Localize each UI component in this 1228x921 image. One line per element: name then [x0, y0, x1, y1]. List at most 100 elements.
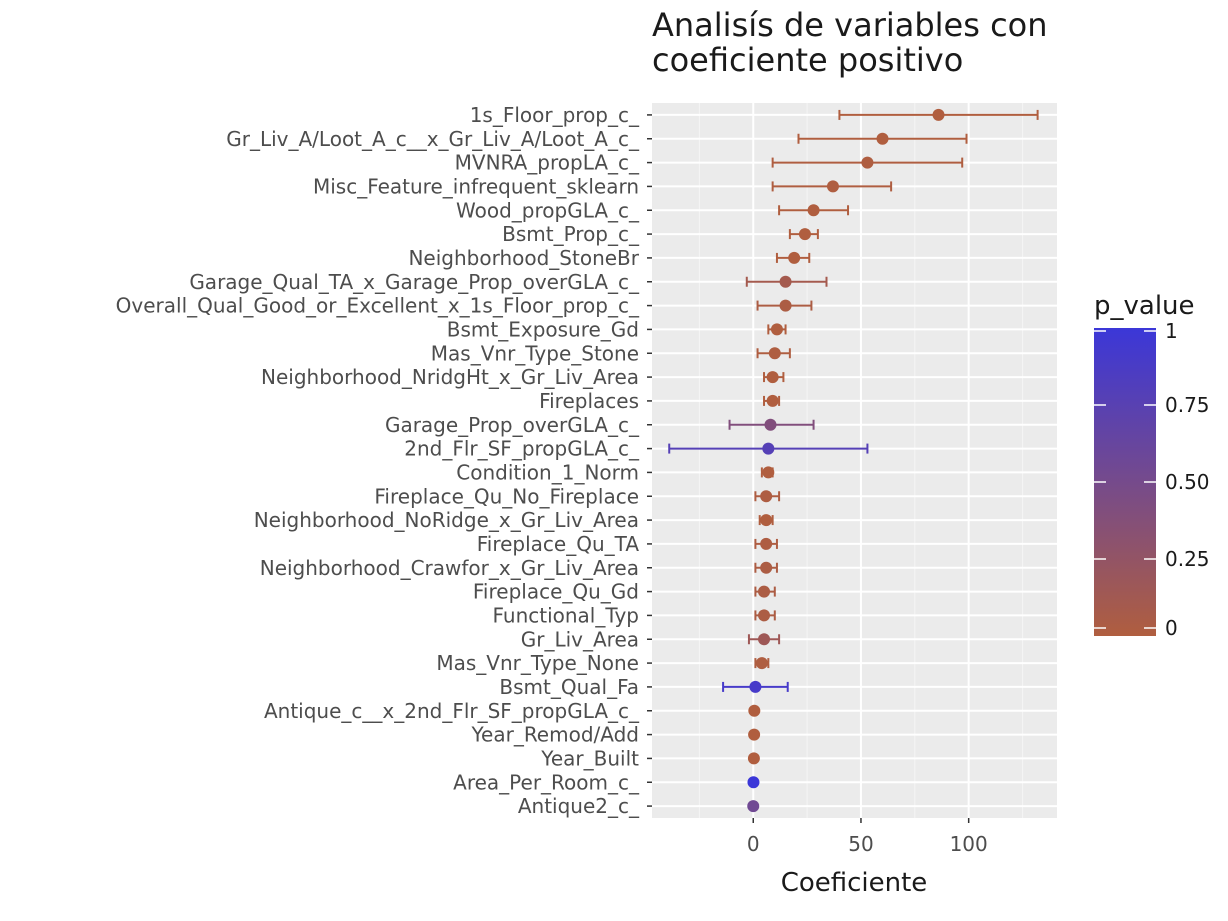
forest-row — [668, 442, 869, 455]
y-tick-label: Neighborhood_Crawfor_x_Gr_Liv_Area — [260, 556, 639, 580]
forest-row — [760, 466, 775, 479]
color-legend: p_value 0 0.25 0.50 0.75 1 — [1094, 291, 1210, 640]
grid-minor — [698, 103, 1024, 818]
y-tick-label: Fireplace_Qu_No_Fireplace — [374, 484, 639, 508]
forest-row — [771, 180, 893, 193]
coef-point — [760, 537, 773, 550]
y-tick-label: 2nd_Flr_SF_propGLA_c_ — [404, 437, 640, 461]
y-tick-label: Neighborhood_StoneBr — [408, 246, 639, 270]
x-axis: 0 50 100 — [747, 818, 988, 856]
coef-point — [747, 800, 760, 813]
y-tick-label: Antique_c__x_2nd_Flr_SF_propGLA_c_ — [264, 699, 640, 723]
chart-title-line-2: coeficiente positivo — [652, 41, 964, 79]
forest-row — [756, 347, 791, 360]
legend-tick-label: 0 — [1165, 616, 1178, 640]
forest-row — [747, 800, 760, 813]
y-tick-label: Year_Built — [540, 746, 639, 770]
coef-point — [747, 776, 760, 789]
coef-point — [755, 657, 768, 670]
y-tick-label: Bsmt_Exposure_Gd — [447, 317, 639, 341]
forest-row — [754, 561, 778, 574]
coef-point — [779, 275, 792, 288]
forest-row — [838, 108, 1039, 121]
y-tick-label: Garage_Qual_TA_x_Garage_Prop_overGLA_c_ — [189, 270, 640, 294]
y-tick-label: Condition_1_Norm — [456, 460, 639, 484]
coef-point — [748, 728, 761, 741]
y-tick-label: Mas_Vnr_Type_None — [436, 651, 639, 675]
forest-row — [754, 609, 776, 622]
forest-row — [754, 585, 776, 598]
y-tick-label: Antique2_c_ — [518, 794, 640, 818]
y-tick-label: Neighborhood_NridgHt_x_Gr_Liv_Area — [261, 365, 639, 389]
forest-row — [748, 728, 761, 741]
legend-ticks: 0 0.25 0.50 0.75 1 — [1094, 319, 1210, 640]
forest-row — [767, 323, 787, 336]
coef-point — [760, 561, 773, 574]
x-tick-label: 0 — [747, 832, 760, 856]
y-tick-label: Year_Remod/Add — [470, 723, 639, 747]
chart-title: Analisís de variables con coeficiente po… — [652, 8, 1212, 78]
legend-tick-label: 0.50 — [1165, 470, 1210, 494]
y-tick-label: Neighborhood_NoRidge_x_Gr_Liv_Area — [254, 508, 639, 532]
legend-tick-label: 0.25 — [1165, 547, 1210, 571]
coef-point — [758, 585, 771, 598]
y-tick-label: Overall_Qual_Good_or_Excellent_x_1s_Floo… — [116, 294, 640, 318]
coef-point — [762, 466, 775, 479]
x-tick-label: 50 — [848, 832, 873, 856]
y-tick-label: MVNRA_propLA_c_ — [455, 151, 640, 175]
forest-row — [747, 752, 760, 765]
y-tick-label: Fireplaces — [539, 389, 639, 413]
coef-point — [770, 323, 783, 336]
forest-row — [797, 132, 968, 145]
coef-point — [798, 228, 811, 241]
x-axis-label: Coeficiente — [781, 868, 928, 898]
y-axis: 1s_Floor_prop_c_Gr_Liv_A/Loot_A_c__x_Gr_… — [116, 103, 652, 818]
coef-point — [861, 156, 874, 169]
coef-point — [760, 490, 773, 503]
forest-row — [747, 776, 760, 789]
coef-point — [748, 704, 761, 717]
coef-point — [807, 204, 820, 217]
forest-row — [778, 204, 850, 217]
y-tick-label: Bsmt_Prop_c_ — [502, 222, 640, 246]
plot-panel — [652, 103, 1057, 818]
y-tick-label: Gr_Liv_A/Loot_A_c__x_Gr_Liv_A/Loot_A_c_ — [226, 127, 640, 151]
legend-tick-label: 1 — [1165, 319, 1178, 343]
coef-point — [747, 752, 760, 765]
forest-row — [754, 537, 778, 550]
forest-row — [748, 704, 761, 717]
coef-point — [876, 132, 889, 145]
y-tick-label: Fireplace_Qu_Gd — [473, 580, 639, 604]
coef-point — [758, 633, 771, 646]
legend-title: p_value — [1094, 291, 1195, 321]
coef-point — [768, 347, 781, 360]
coef-point — [788, 251, 801, 264]
coef-point — [766, 394, 779, 407]
y-tick-label: Fireplace_Qu_TA — [477, 532, 640, 556]
forest-row — [745, 275, 828, 288]
forest-row — [763, 394, 781, 407]
forest-row — [747, 633, 781, 646]
y-tick-label: Mas_Vnr_Type_Stone — [431, 341, 639, 365]
forest-row — [754, 657, 770, 670]
forest-row — [771, 156, 964, 169]
y-tick-label: Gr_Liv_Area — [521, 627, 639, 651]
coef-point — [766, 371, 779, 384]
chart-marks — [668, 108, 1039, 813]
y-tick-label: Functional_Typ — [492, 603, 639, 627]
y-tick-label: Bsmt_Qual_Fa — [499, 675, 639, 699]
legend-tick-label: 0.75 — [1165, 393, 1210, 417]
coef-point — [826, 180, 839, 193]
forest-row — [756, 299, 813, 312]
coef-point — [779, 299, 792, 312]
forest-row — [758, 514, 774, 527]
y-tick-label: Garage_Prop_overGLA_c_ — [385, 413, 640, 437]
coef-point — [932, 108, 945, 121]
forest-row — [788, 228, 819, 241]
forest-row — [722, 680, 789, 693]
y-tick-label: Wood_propGLA_c_ — [456, 198, 640, 222]
coef-point — [764, 418, 777, 431]
coef-point — [758, 609, 771, 622]
forest-row — [763, 371, 785, 384]
